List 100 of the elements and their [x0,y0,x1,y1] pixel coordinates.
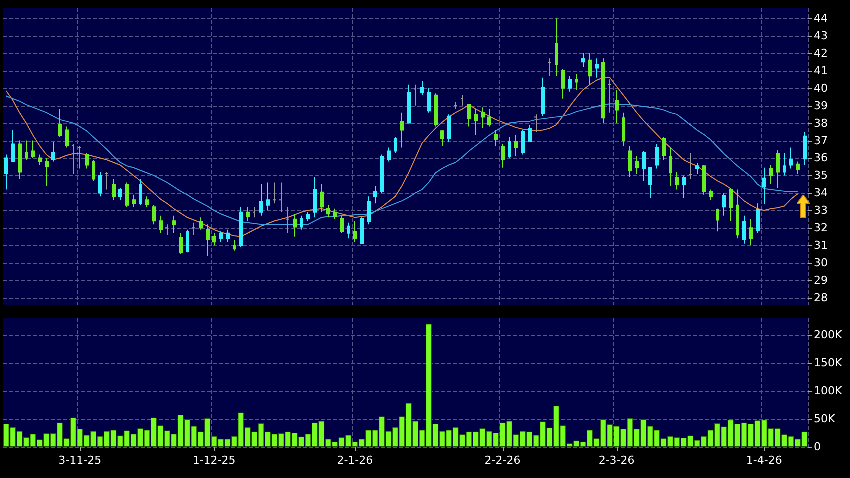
candlestick [192,222,196,236]
line-series [6,96,798,226]
x-tick-label: 1-12-25 [192,454,236,467]
candlestick [447,114,451,144]
candlestick [326,204,330,218]
candlestick [139,178,142,206]
candlestick [534,114,538,133]
candlestick [461,94,464,106]
candlestick [347,222,350,240]
y-tick-label: 150K [814,356,843,370]
candlestick [51,142,55,162]
candlestick [105,172,109,190]
y-tick-label: 28 [814,292,828,305]
y-tick-label: 38 [814,116,828,130]
candlestick [273,182,277,204]
candlestick [4,154,8,190]
candlestick [655,144,659,170]
candlestick [783,152,786,176]
candlestick [333,208,337,220]
candlestick [742,215,746,244]
candlestick [434,93,438,128]
candlestick [628,146,632,178]
x-tick-label: 3-11-25 [58,454,102,467]
candlestick [762,167,766,206]
candlestick [78,146,82,170]
candlestick [38,154,42,166]
y-tick-label: 0 [814,440,821,454]
candlestick [259,184,263,216]
y-tick-label: 36 [814,152,828,165]
candlestick [353,220,357,243]
candlestick [796,161,800,174]
candlestick [414,84,417,106]
candlestick [541,77,545,117]
y-tick-label: 43 [814,29,828,42]
candlestick [253,206,256,218]
candlestick [622,112,625,147]
candlestick [85,152,89,170]
candlestick [226,229,230,243]
candlestick [702,164,706,196]
candlestick [749,218,753,246]
candlestick [400,112,404,148]
candlestick [360,217,364,244]
y-tick-label: 50K [814,412,836,426]
candlestick [776,150,780,188]
candlestick [420,80,424,96]
candlestick [568,76,572,92]
y-tick-label: 200K [814,328,843,342]
y-tick-label: 31 [814,239,828,252]
candlestick [165,224,169,236]
candlestick [769,164,773,185]
candlestick [159,215,163,234]
candlestick [407,84,411,124]
candlestick [313,176,317,218]
candlestick [286,206,290,234]
x-tick-label: 1-4-26 [746,454,782,467]
y-tick-label: 100K [814,384,843,398]
candlestick [508,136,511,159]
candlestick [45,158,49,187]
candlestick [561,68,565,100]
x-tick-label: 2-3-26 [598,454,635,467]
candlestick [179,232,183,255]
candlestick [716,208,719,232]
candlestick [588,52,592,86]
candlestick [58,108,62,138]
candlestick [340,215,344,234]
y-tick-label: 29 [814,274,828,288]
candlestick [615,90,619,124]
candlestick [186,229,189,254]
candlestick [387,147,391,162]
candlestick [736,189,739,240]
candlestick [239,206,243,248]
candlestick [528,124,532,144]
candlestick [474,108,478,136]
x-tick-label: 2-2-26 [484,454,521,467]
candlestick [300,215,303,230]
candlestick [427,88,431,114]
y-tick-label: 39 [814,99,828,112]
candlestick [648,166,652,199]
candlestick [756,203,760,234]
candlestick [695,162,699,174]
candlestick [635,156,639,174]
candlestick [380,154,384,194]
candlestick [514,135,518,157]
candlestick [575,74,578,91]
candlestick [595,58,599,78]
candlestick [279,182,283,213]
candlestick [440,130,444,147]
candlestick [172,215,176,234]
candlestick [454,102,458,110]
candlestick [662,136,666,160]
candlestick [487,108,491,128]
candlestick [682,175,686,199]
candlestick [72,144,75,174]
candlestick [675,172,679,190]
y-tick-label: 33 [814,204,828,218]
candlestick [266,182,270,212]
candlestick [132,194,136,208]
candlestick [212,232,216,246]
candlestick [118,187,122,201]
candlestick [467,104,471,128]
